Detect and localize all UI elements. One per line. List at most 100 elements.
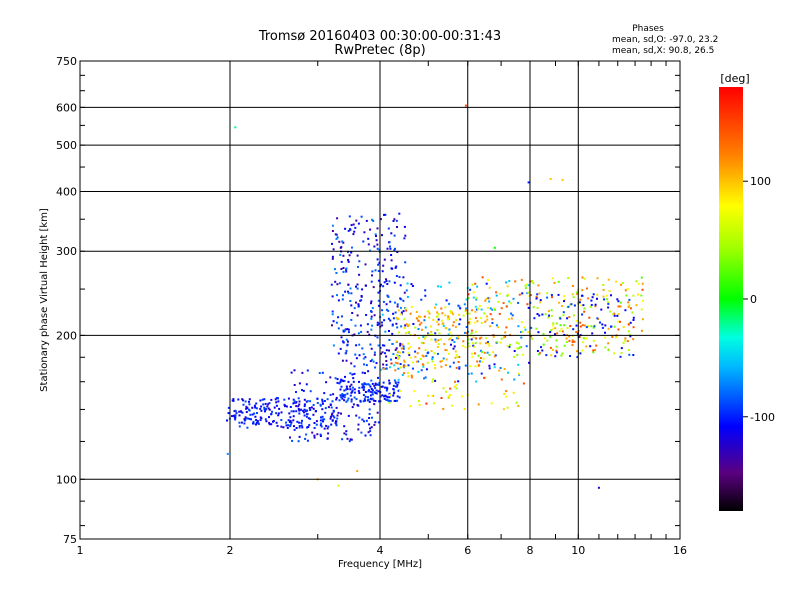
data-point (512, 391, 515, 394)
data-point (455, 366, 458, 369)
data-point (569, 325, 572, 327)
data-point (444, 306, 447, 309)
data-point (517, 342, 520, 345)
data-point (354, 353, 357, 356)
data-point (361, 383, 364, 386)
data-point (382, 381, 385, 384)
data-point (303, 411, 305, 414)
data-point (387, 317, 390, 320)
phase-stats-o: mean, sd,O: -97.0, 23.2 (612, 35, 718, 45)
data-point (377, 299, 380, 302)
data-point (363, 231, 366, 234)
data-point (455, 387, 458, 390)
data-point (248, 398, 251, 401)
data-point (509, 343, 511, 346)
data-point (489, 307, 492, 310)
data-point (411, 285, 414, 287)
data-point (277, 400, 280, 403)
data-point (632, 338, 635, 341)
data-point (435, 315, 438, 318)
data-point (488, 286, 491, 289)
data-point (265, 420, 268, 423)
data-point (571, 285, 574, 287)
data-point (321, 400, 324, 403)
phase-stats-x: mean, sd,X: 90.8, 26.5 (612, 46, 714, 56)
data-point (389, 247, 392, 250)
data-point (508, 300, 511, 303)
data-point (359, 324, 362, 327)
data-point (567, 277, 570, 280)
data-point (373, 423, 376, 426)
data-point (487, 342, 490, 345)
data-point (339, 253, 342, 256)
data-point (409, 356, 412, 359)
data-point (343, 389, 346, 392)
data-point (245, 411, 248, 413)
data-point (527, 284, 530, 287)
data-point (448, 328, 451, 331)
data-point (535, 295, 538, 298)
data-point (234, 416, 237, 419)
data-point (458, 367, 461, 370)
data-point (289, 406, 292, 408)
data-point (297, 397, 300, 400)
data-point (442, 407, 445, 410)
data-point (399, 344, 402, 347)
data-point (394, 301, 396, 304)
data-point (377, 304, 380, 307)
data-point (292, 415, 295, 418)
data-point (393, 391, 396, 394)
data-point (434, 379, 437, 382)
data-point (381, 351, 384, 354)
data-point (392, 394, 395, 397)
data-point (523, 326, 526, 329)
data-point (407, 347, 410, 350)
data-point (306, 439, 309, 442)
data-point (259, 407, 262, 410)
data-point (476, 285, 479, 288)
data-point (508, 345, 511, 348)
data-point (473, 352, 476, 355)
data-point (244, 416, 247, 419)
data-point (255, 423, 257, 426)
data-point (353, 365, 356, 368)
data-point (389, 366, 391, 369)
data-point (443, 343, 446, 346)
data-point (417, 319, 420, 322)
colorbar-tick-label: -100 (750, 411, 775, 424)
data-point (285, 405, 288, 408)
data-point (601, 326, 604, 329)
data-point (349, 300, 352, 302)
data-point (467, 372, 470, 375)
data-point (267, 407, 270, 410)
data-point (381, 309, 384, 312)
data-point (555, 339, 558, 342)
data-point (369, 360, 372, 363)
data-point (397, 309, 400, 312)
data-point (402, 310, 405, 313)
data-point (425, 368, 428, 371)
data-point (454, 325, 457, 328)
data-point (304, 437, 307, 440)
data-point (380, 352, 382, 355)
data-point (465, 307, 468, 310)
data-point (621, 282, 624, 284)
data-point (302, 410, 305, 412)
data-point (568, 303, 571, 306)
data-point (420, 321, 423, 324)
data-point (622, 326, 625, 328)
data-point (386, 283, 389, 285)
data-point (471, 342, 474, 345)
data-point (259, 399, 262, 402)
data-point (292, 402, 295, 405)
data-point (607, 349, 610, 352)
data-point (597, 486, 600, 489)
data-point (331, 400, 334, 403)
data-point (407, 352, 410, 355)
data-point (312, 404, 315, 406)
data-point (437, 343, 440, 346)
data-point (255, 402, 258, 405)
data-point (298, 421, 300, 424)
data-point (313, 427, 316, 429)
data-point (405, 323, 408, 326)
